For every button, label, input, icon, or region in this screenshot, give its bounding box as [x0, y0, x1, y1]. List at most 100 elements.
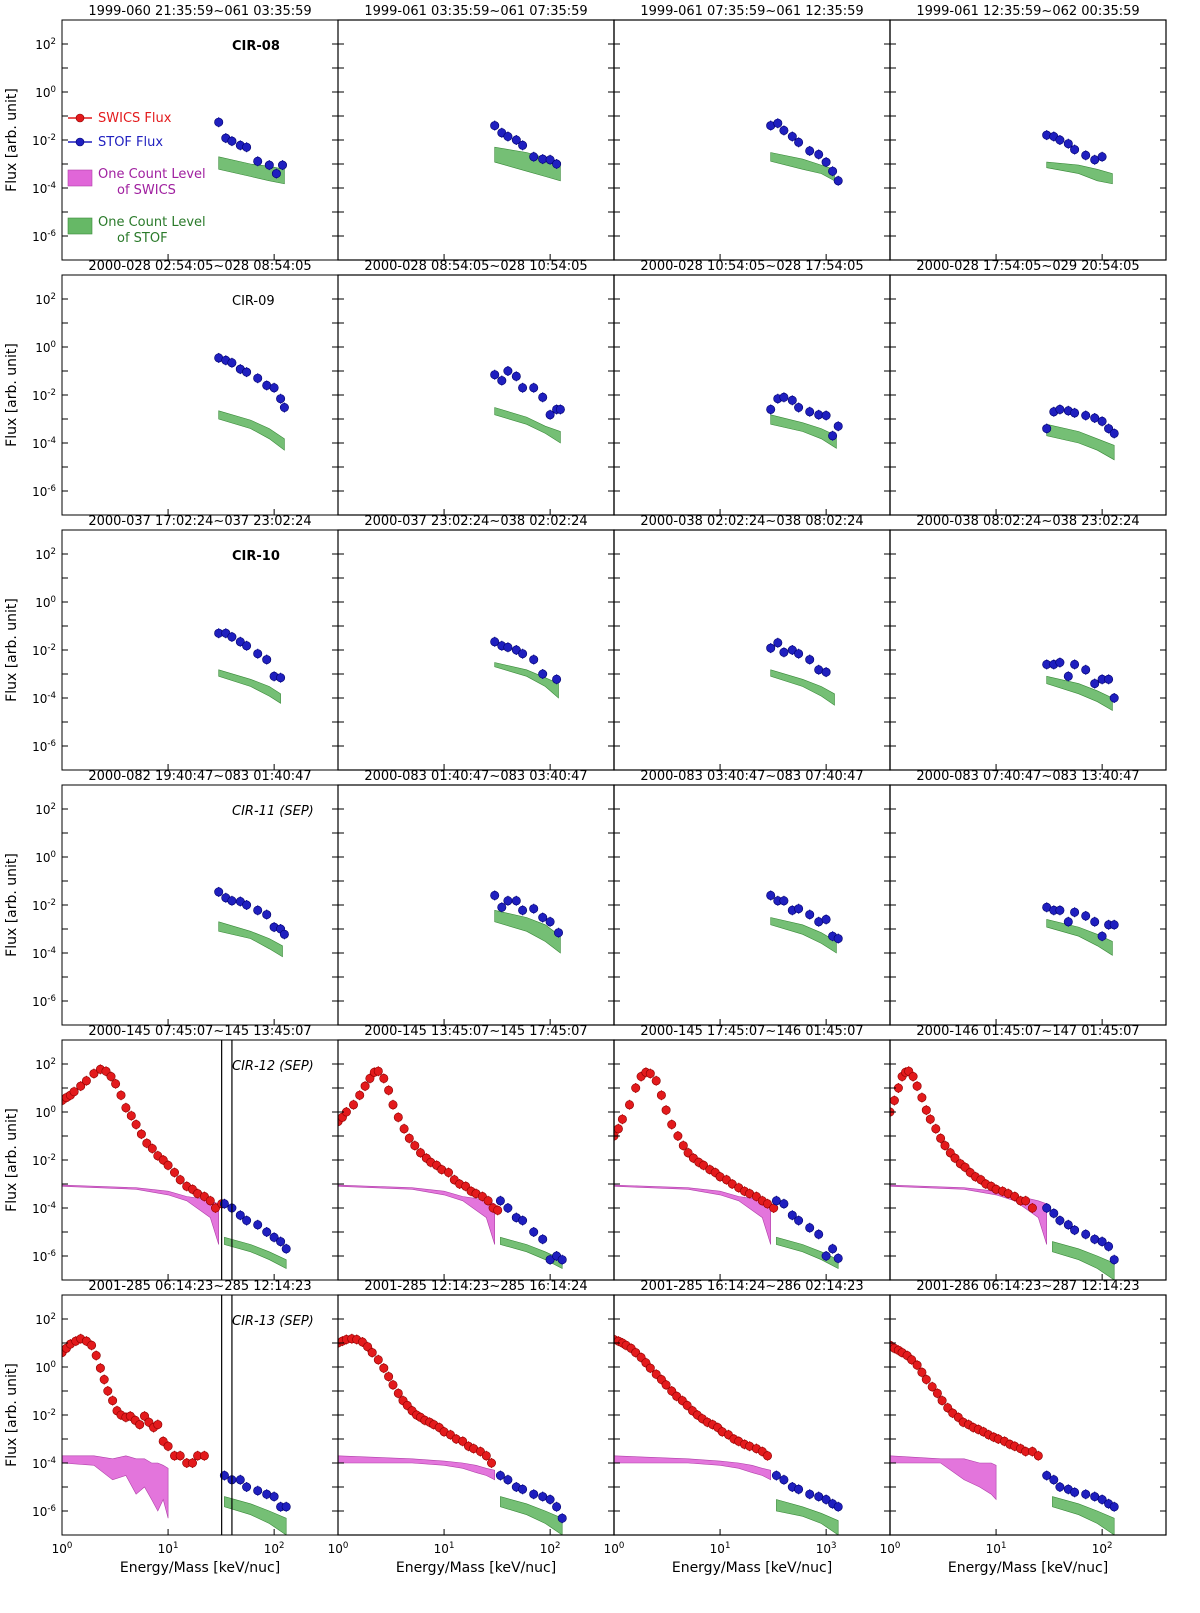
stof-flux-point [1097, 1495, 1107, 1505]
stof-flux-point [1081, 410, 1091, 420]
stof-flux-point [771, 1471, 781, 1481]
swics-flux-point [699, 1160, 709, 1170]
panel-frame [889, 1294, 1167, 1536]
stof-one-count-band [1052, 1241, 1115, 1280]
stof-flux-point [833, 1253, 843, 1263]
x-tick-label: 100 [328, 1541, 349, 1556]
plot-area [62, 1064, 291, 1269]
stof-flux-point [1042, 424, 1052, 434]
plot-area [214, 628, 286, 704]
stof-flux-point [242, 900, 252, 910]
swics-flux-point [921, 1105, 931, 1115]
swics-flux-point [667, 1120, 677, 1130]
swics-flux-point [937, 1396, 947, 1406]
stof-flux-point [253, 905, 263, 915]
plot-area [890, 1340, 1119, 1535]
y-tick-label: 10-2 [32, 1408, 56, 1423]
stof-flux-point [227, 136, 237, 146]
panel-frame [61, 274, 339, 516]
swics-flux-point [69, 1087, 79, 1097]
swics-flux-point [393, 1388, 403, 1398]
stof-flux-point [779, 896, 789, 906]
y-tick-label: 10-4 [32, 436, 56, 451]
stof-flux-point [794, 137, 804, 147]
swics-flux-point [384, 1372, 394, 1382]
y-tick-label: 10-2 [32, 1153, 56, 1168]
swics-flux-point [912, 1360, 922, 1370]
stof-flux-point [279, 929, 289, 939]
stof-flux-point [545, 917, 555, 927]
swics-one-count-band [338, 1184, 495, 1245]
swics-one-count-band [890, 1455, 997, 1501]
x-tick-label: 100 [52, 1541, 73, 1556]
stof-flux-point [814, 665, 824, 675]
x-axis-labels: 100 101 102 100 Energy/Mass [keV/nuc] 101 102 1… [52, 1541, 1113, 1576]
panel-frame [613, 1039, 891, 1281]
stof-flux-point [518, 649, 528, 659]
y-tick-label: 10-6 [32, 484, 56, 499]
panel-title: 2001-285 06:14:23~285 12:14:23 [88, 1279, 311, 1294]
stof-flux-point [1081, 1229, 1091, 1239]
swics-flux-point [481, 1451, 491, 1461]
stof-flux-point [1070, 145, 1080, 155]
swics-flux-point [762, 1199, 772, 1209]
y-tick-label: 102 [35, 1057, 56, 1072]
stof-flux-point [219, 1199, 229, 1209]
panel-title: 2000-037 23:02:24~038 02:02:24 [364, 514, 587, 529]
swics-flux-point [907, 1355, 917, 1365]
panel-r3-c4: 2000-038 08:02:24~038 23:02:24 [889, 514, 1167, 771]
swics-flux-point [912, 1081, 922, 1091]
stof-flux-point [766, 890, 776, 900]
y-tick-label: 10-6 [32, 229, 56, 244]
stof-flux-point [529, 655, 539, 665]
swics-flux-point [188, 1458, 198, 1468]
stof-one-count-band [218, 921, 283, 958]
stof-flux-point [828, 1244, 838, 1254]
stof-flux-point [269, 1232, 279, 1242]
stof-flux-point [276, 1237, 286, 1247]
panel-r2-c1: 2000-028 02:54:05~028 08:54:05 CIR-09 102 1… [32, 259, 339, 516]
stof-flux-point [779, 1199, 789, 1209]
panel-title: 2000-145 13:45:07~145 17:45:07 [364, 1024, 587, 1039]
swics-flux-point [95, 1363, 105, 1373]
swics-flux-point [651, 1076, 661, 1086]
swics-flux-point [388, 1100, 398, 1110]
swics-flux-point [624, 1100, 634, 1110]
swics-flux-point [360, 1081, 370, 1091]
swics-flux-point [950, 1153, 960, 1163]
panel-frame [337, 19, 615, 261]
stof-flux-point [805, 407, 815, 417]
swics-flux-point [927, 1382, 937, 1392]
stof-flux-point [511, 896, 521, 906]
swics-flux-point [762, 1451, 772, 1461]
swics-flux-point [614, 1124, 623, 1134]
panel-frame [613, 1294, 891, 1536]
panel-frame [61, 1294, 339, 1536]
stof-flux-point [1070, 907, 1080, 917]
stof-one-count-band [218, 410, 285, 451]
swics-flux-point [656, 1090, 666, 1100]
stof-flux-point [227, 896, 237, 906]
swics-one-count-band [890, 1184, 1047, 1245]
plot-area [766, 890, 843, 954]
x-tick-label: 103 [816, 1541, 837, 1556]
stof-flux-point [787, 132, 797, 142]
stof-flux-point [545, 1495, 555, 1505]
panel-r1-c3: 1999-061 07:35:59~061 12:35:59 [613, 4, 891, 261]
panel-title: 2000-038 02:02:24~038 08:02:24 [640, 514, 863, 529]
stof-flux-point [262, 655, 272, 665]
panel-title: 2000-082 19:40:47~083 01:40:47 [88, 769, 311, 784]
y-tick-label: 10-2 [32, 898, 56, 913]
y-tick-label: 10-2 [32, 133, 56, 148]
y-axis-label: Flux [arb. unit] [4, 853, 20, 957]
stof-flux-point [1109, 693, 1119, 703]
stof-flux-point [794, 649, 804, 659]
stof-flux-point [833, 176, 843, 186]
x-axis-label: Energy/Mass [keV/nuc] [948, 1560, 1108, 1576]
panel-frame [889, 274, 1167, 516]
plot-area [766, 118, 843, 186]
stof-flux-point [779, 647, 789, 657]
stof-flux-point [1055, 905, 1065, 915]
swics-flux-point [87, 1340, 97, 1350]
panel-r6-c3: 2001-285 16:14:24~286 02:14:23 [613, 1279, 891, 1536]
